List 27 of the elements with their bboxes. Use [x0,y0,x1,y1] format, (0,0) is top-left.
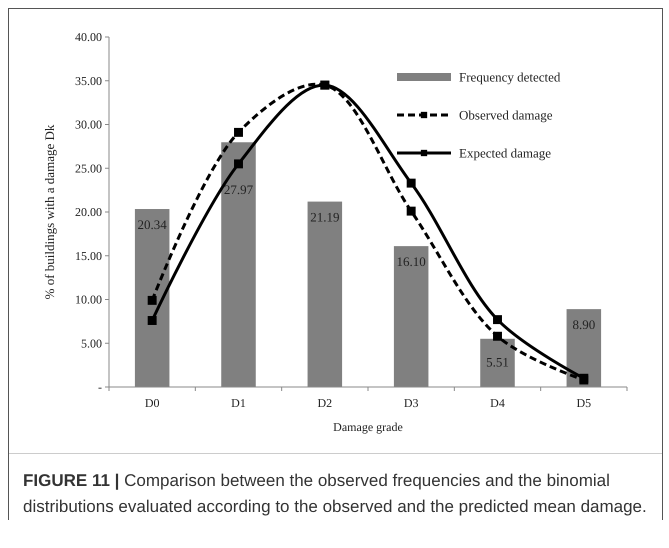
y-tick-label: 15.00 [75,248,102,263]
y-tick-label: 35.00 [75,74,102,88]
legend-label: Frequency detected [459,70,561,85]
data-label: 20.34 [138,217,168,232]
data-label: 21.19 [310,210,340,225]
data-label: 5.51 [486,354,509,370]
x-tick-label: D4 [490,396,505,410]
y-tick-label: - [98,380,102,394]
data-label: 16.10 [396,254,426,270]
y-tick-label: 5.00 [81,336,102,350]
y-axis-title: % of buildings with a damage Dk [42,124,57,300]
caption: FIGURE 11 | Comparison between the observed frequencies and the binomial distributions evaluated according to the observed and the predicted mean damage. [23,471,647,516]
x-tick-label: D0 [144,396,160,410]
x-tick-label: D1 [231,396,246,410]
x-tick-label: D3 [404,396,419,410]
x-axis-title: Damage grade [333,420,403,434]
y-tick-label: 10.00 [75,292,102,307]
legend-label: Observed damage [459,108,553,123]
y-tick-label: 40.00 [75,30,102,44]
data-label: 8.90 [572,317,596,332]
x-tick-label: D2 [317,396,332,410]
y-tick-label: 20.00 [75,205,102,220]
legend-label: Expected damage [459,146,552,161]
y-tick-label: 25.00 [75,161,102,176]
y-tick-label: 30.00 [75,118,102,132]
data-label: 27.97 [224,182,254,197]
x-tick-label: D5 [576,396,592,410]
